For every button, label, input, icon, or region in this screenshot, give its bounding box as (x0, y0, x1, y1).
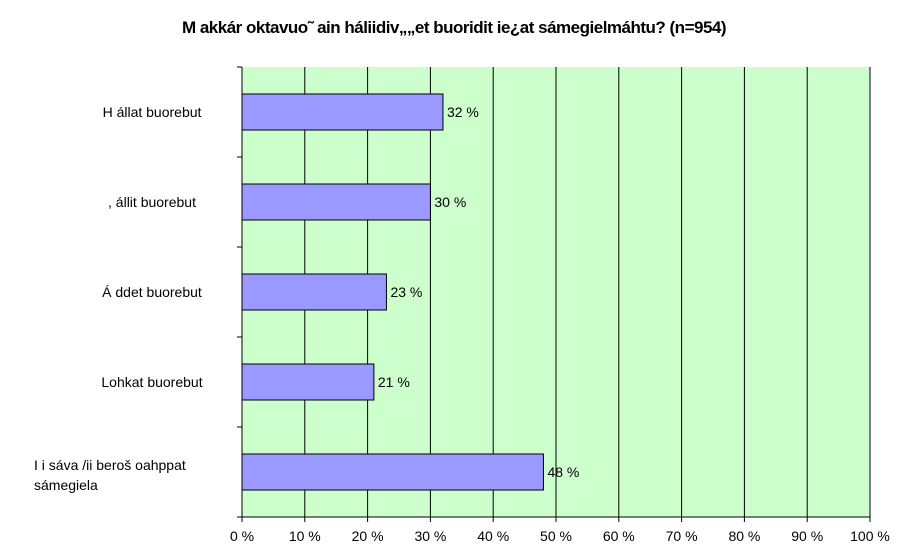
category-label: I i sáva /ii beroš oahppat (34, 457, 186, 473)
category-label: sámegiela (34, 477, 98, 493)
x-tick-label: 80 % (728, 528, 760, 544)
bar (241, 93, 444, 131)
data-label: 23 % (390, 284, 422, 300)
x-tick-label: 40 % (477, 528, 509, 544)
chart-title: M akkár oktavuo˜ ain háliidiv„„et buorid… (181, 18, 727, 37)
x-tick-label: 100 % (850, 528, 890, 544)
data-label: 32 % (447, 104, 479, 120)
x-tick-label: 50 % (540, 528, 572, 544)
x-tick-label: 70 % (666, 528, 698, 544)
x-tick-label: 10 % (289, 528, 321, 544)
bar (241, 273, 387, 311)
category-label: Á ddet buorebut (102, 284, 202, 300)
bar (241, 363, 375, 401)
x-tick-label: 60 % (603, 528, 635, 544)
bar (241, 453, 544, 491)
data-label: 30 % (434, 194, 466, 210)
data-label: 48 % (547, 464, 579, 480)
x-tick-label: 30 % (414, 528, 446, 544)
bar (241, 183, 431, 221)
x-tick-label: 20 % (352, 528, 384, 544)
x-tick-label: 90 % (791, 528, 823, 544)
category-label: Lohkat buorebut (101, 374, 202, 390)
x-tick-label: 0 % (230, 528, 254, 544)
category-label: , állit buorebut (108, 194, 196, 210)
data-label: 21 % (378, 374, 410, 390)
category-label: H állat buorebut (103, 104, 202, 120)
